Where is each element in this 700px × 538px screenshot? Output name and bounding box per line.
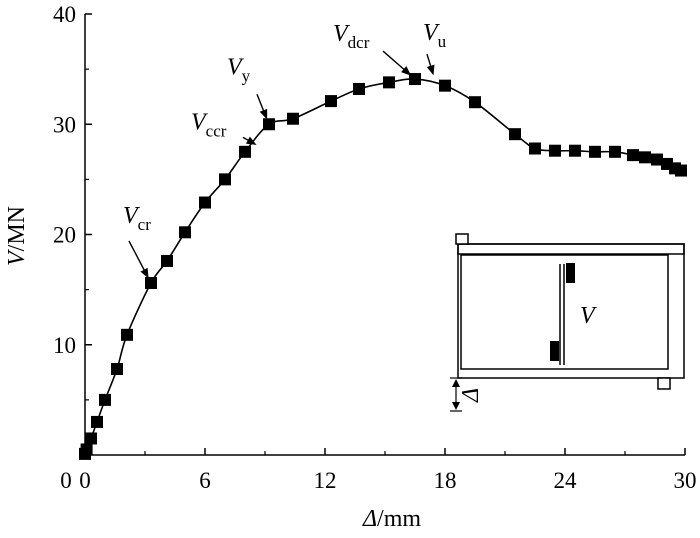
y-tick-label: 20: [53, 223, 76, 248]
data-point: [639, 151, 651, 164]
annotation-label: Vdcr: [333, 21, 370, 52]
data-point: [549, 144, 561, 157]
data-point: [99, 393, 111, 406]
inset-lower-block: [550, 341, 559, 361]
y-axis-ticks: 10 20 30 40 0: [53, 2, 92, 493]
x-axis-ticks: 0 6 12 18 24 30: [79, 448, 697, 493]
data-point: [325, 95, 337, 108]
inset-frame-outer: [457, 243, 685, 379]
annotation-arrow: [128, 240, 147, 273]
data-point: [651, 153, 663, 166]
inset-upper-block: [566, 263, 575, 283]
data-point: [145, 277, 157, 290]
x-tick-label: 24: [554, 468, 578, 493]
data-point: [509, 128, 521, 141]
specimen-inset: V Δ: [450, 233, 685, 412]
y-axis-title: V/MN: [4, 206, 30, 266]
data-point: [219, 173, 231, 186]
y-tick-label: 10: [53, 333, 76, 358]
data-point: [439, 79, 451, 92]
data-point: [91, 415, 103, 428]
data-markers: [79, 73, 687, 460]
inset-top-beam: [457, 243, 685, 255]
data-point: [85, 432, 97, 445]
data-point: [121, 328, 133, 341]
annotation-label: Vcr: [123, 203, 151, 234]
annotation-arrowhead: [401, 66, 412, 76]
annotation-arrowhead: [259, 108, 268, 120]
data-point: [609, 145, 621, 158]
inset-displacement-label: Δ: [458, 388, 484, 403]
annotation-arrowhead: [245, 136, 257, 145]
x-tick-label: 6: [199, 468, 211, 493]
data-point: [675, 164, 687, 177]
data-point: [383, 76, 395, 89]
y-tick-label: 40: [53, 2, 76, 27]
load-displacement-curve: [84, 78, 682, 455]
inset-bottom-right-support: [657, 377, 671, 390]
annotation-arrow: [382, 50, 407, 72]
x-axis-title: Δ/mm: [362, 506, 421, 532]
data-point: [199, 196, 211, 209]
x-tick-label: 12: [314, 468, 337, 493]
data-point: [287, 112, 299, 125]
inset-dim-arrow-down: [452, 402, 460, 410]
data-point: [469, 96, 481, 109]
origin-label: 0: [60, 468, 72, 493]
inset-dim-arrow-up: [452, 379, 460, 387]
inset-force-label: V: [580, 303, 597, 329]
x-tick-label: 0: [79, 468, 91, 493]
annotation-label: Vu: [423, 20, 447, 51]
data-point: [529, 142, 541, 155]
x-tick-label: 18: [434, 468, 457, 493]
annotation-label: Vy: [227, 54, 251, 85]
annotation-arrow: [256, 93, 266, 114]
data-point: [111, 363, 123, 376]
annotation-arrowhead: [140, 267, 149, 279]
data-point: [239, 145, 251, 158]
y-tick-label: 30: [53, 112, 76, 137]
annotation-arrowhead: [426, 64, 435, 76]
data-point: [161, 254, 173, 267]
annotation-label: Vccr: [191, 109, 227, 140]
inset-top-left-support: [455, 233, 469, 245]
inset-frame-inner: [460, 254, 669, 370]
data-point: [569, 144, 581, 157]
data-point: [263, 118, 275, 131]
data-point: [80, 443, 93, 456]
data-point: [179, 226, 191, 239]
x-tick-label: 30: [674, 468, 697, 493]
data-point: [409, 73, 421, 86]
data-point: [589, 145, 601, 158]
data-point: [627, 149, 639, 162]
data-point: [353, 82, 365, 95]
